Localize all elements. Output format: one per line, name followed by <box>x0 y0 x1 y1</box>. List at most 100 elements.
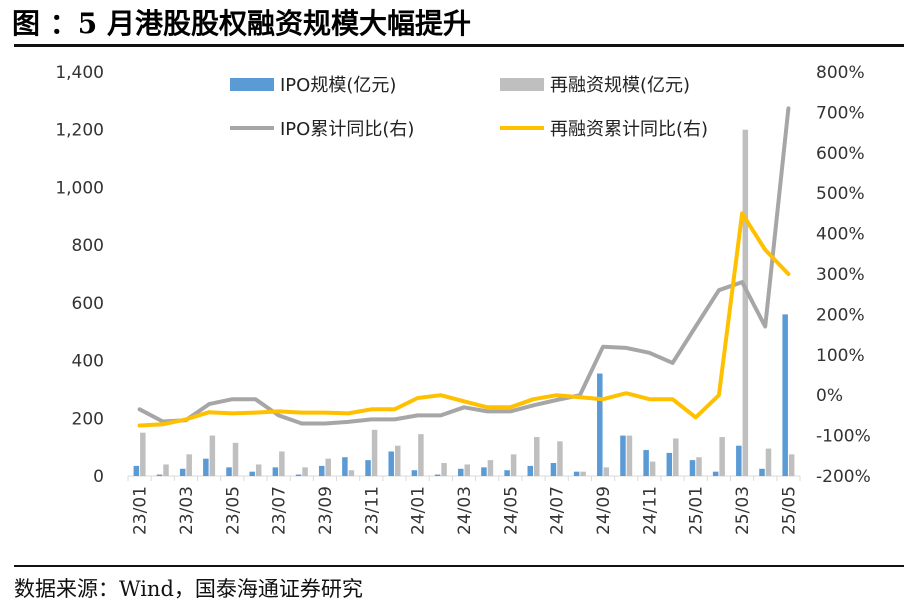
refinancing-bar <box>186 454 192 476</box>
ipo-bar <box>388 451 394 476</box>
refinancing-bar <box>255 464 262 476</box>
legend-ipo-yoy-label: IPO累计同比(右) <box>280 119 414 140</box>
ipo-yoy-line <box>137 106 791 426</box>
legend-ipo-bar-swatch <box>230 78 274 91</box>
x-tick-label: 24/07 <box>548 486 568 535</box>
ipo-bar <box>249 471 255 476</box>
ipo-bar <box>226 467 232 476</box>
x-tick-label: 25/03 <box>733 486 753 535</box>
ipo-bar <box>179 468 186 476</box>
refinancing-bar <box>487 460 494 476</box>
y-left-tick-label: 1,200 <box>55 121 104 141</box>
x-tick-label: 23/07 <box>270 486 290 535</box>
refinancing-bar <box>557 441 563 476</box>
ipo-bar <box>203 458 209 476</box>
ipo-bar <box>365 460 371 476</box>
legend-refinancing-bar-label: 再融资规模(亿元) <box>550 75 690 96</box>
ipo-bar <box>504 470 510 476</box>
y-left-tick-label: 400 <box>72 352 104 372</box>
refinancing-bar <box>232 442 239 476</box>
y-right-tick-label: 400% <box>816 225 865 245</box>
refinancing-bar <box>325 458 331 476</box>
x-tick-label: 23/05 <box>223 486 243 535</box>
refinancing-bar <box>464 464 470 476</box>
chart-lines <box>137 106 791 428</box>
refinancing-bar <box>788 454 795 476</box>
ipo-bar <box>434 474 441 476</box>
combo-chart: 0 200 400 600 800 1,000 1,200 1,400 -200% -100% 0%… <box>55 63 870 535</box>
ipo-bar <box>759 468 765 476</box>
y-right-tick-label: 700% <box>816 103 865 123</box>
x-tick-label: 24/09 <box>594 486 614 535</box>
legend-ipo-bar-label: IPO规模(亿元) <box>280 75 396 96</box>
y-left-tick-label: 200 <box>72 409 104 429</box>
x-tick-label: 23/09 <box>316 486 336 535</box>
ipo-bar <box>573 471 580 476</box>
ipo-bar <box>666 452 673 476</box>
y-right-tick-label: 100% <box>816 346 865 366</box>
ipo-bar <box>689 460 696 476</box>
ipo-bar <box>736 445 742 476</box>
y-right-tick-label: 300% <box>816 265 865 285</box>
refinancing-bar <box>534 437 540 476</box>
y-right-tick-label: 200% <box>816 305 865 325</box>
y-left-tick-label: 1,000 <box>55 178 104 198</box>
refinancing-bar <box>719 437 725 476</box>
x-tick-label: 23/11 <box>362 486 382 535</box>
refinancing-bar <box>163 464 169 476</box>
refinancing-bar <box>580 471 586 476</box>
ipo-bar <box>295 474 302 476</box>
x-tick-label: 25/01 <box>687 486 707 535</box>
refinancing-bar <box>394 445 401 476</box>
legend-refinancing-yoy-label: 再融资累计同比(右) <box>550 119 708 140</box>
y-right-tick-label: -100% <box>816 427 871 447</box>
ipo-bar <box>620 435 626 476</box>
refinancing-bar <box>418 434 424 476</box>
y-right-tick-label: 800% <box>816 63 865 83</box>
ipo-bar <box>272 467 279 476</box>
y-right-tick-label: -200% <box>816 467 871 487</box>
x-tick-label: 24/05 <box>501 486 521 535</box>
ipo-bar <box>712 471 719 476</box>
refinancing-bar <box>348 470 355 476</box>
chart-axes: 0 200 400 600 800 1,000 1,200 1,400 -200% -100% 0%… <box>55 63 870 535</box>
source-rule <box>14 565 904 567</box>
ipo-bar <box>481 467 487 476</box>
x-tick-label: 24/11 <box>640 486 660 535</box>
refinancing-bar <box>510 454 517 476</box>
ipo-bar <box>318 465 325 476</box>
ipo-bar <box>782 314 788 476</box>
chart-title: 图 ：5 月港股股权融资规模大幅提升 <box>12 7 471 40</box>
refinancing-bar <box>140 432 146 476</box>
refinancing-bar <box>649 461 656 476</box>
y-left-tick-label: 0 <box>93 467 104 487</box>
ipo-bar <box>550 463 557 476</box>
refinancing-bar <box>279 451 285 476</box>
y-right-tick-label: 500% <box>816 184 865 204</box>
refinancing-bar <box>209 435 216 476</box>
refinancing-bar <box>626 435 633 476</box>
refinancing-bar <box>302 467 308 476</box>
ipo-bar <box>156 474 163 476</box>
x-tick-label: 25/05 <box>779 486 799 535</box>
legend-refinancing-bar-swatch <box>500 78 544 91</box>
refinancing-bar <box>742 129 749 476</box>
x-tick-label: 23/01 <box>131 486 151 535</box>
source-note: 数据来源：Wind，国泰海通证券研究 <box>14 577 363 601</box>
y-left-tick-label: 800 <box>72 236 104 256</box>
y-right-tick-label: 600% <box>816 144 865 164</box>
x-tick-label: 23/03 <box>177 486 197 535</box>
x-tick-label: 24/01 <box>409 486 429 535</box>
title-underline <box>14 44 904 47</box>
y-right-tick-label: 0% <box>816 386 843 406</box>
y-left-tick-label: 600 <box>72 294 104 314</box>
refinancing-bar <box>696 457 702 476</box>
chart-legend: IPO规模(亿元) 再融资规模(亿元) IPO累计同比(右) 再融资累计同比(右) <box>230 75 708 140</box>
refinancing-bar <box>441 463 447 476</box>
refinancing-bar <box>603 467 610 476</box>
ipo-bar <box>527 465 534 476</box>
refinancing-bar <box>371 429 378 476</box>
ipo-bar <box>411 470 418 476</box>
refinancing-bar <box>673 438 679 476</box>
ipo-bar <box>643 450 649 476</box>
